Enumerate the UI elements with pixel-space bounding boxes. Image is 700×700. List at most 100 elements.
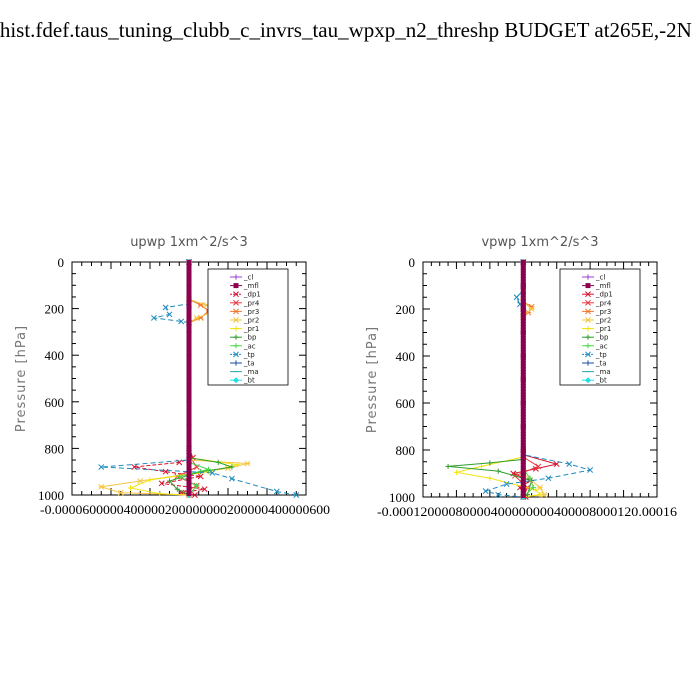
data-marker [186,397,192,402]
data-marker [186,427,192,432]
data-marker [186,486,192,491]
data-marker [520,319,526,324]
data-marker [482,488,489,495]
data-marker [520,296,526,301]
data-marker [233,299,239,306]
data-marker [186,478,192,483]
series-line [134,262,205,496]
series-line [513,262,540,498]
data-marker [186,371,192,376]
data-marker [186,363,192,368]
data-marker [520,378,526,383]
y-tick-label: 600 [45,395,65,410]
data-marker [585,283,591,289]
data-marker [186,321,192,326]
legend-label-ac: _ac [243,342,256,350]
data-marker [201,486,208,493]
data-marker [228,475,235,482]
data-marker [520,338,526,343]
data-marker [520,330,526,335]
data-marker [520,313,526,318]
figure-title: thist.fdef.taus_tuning_clubb_c_invrs_tau… [0,18,700,58]
data-marker [520,327,526,332]
data-marker [186,416,192,421]
data-marker [197,473,204,480]
legend-label-pr3: _pr3 [243,308,259,316]
data-marker [186,310,192,315]
data-marker [186,299,192,304]
panel-title: vpwp 1xm^2/s^3 [481,235,598,250]
data-marker [520,392,526,397]
data-marker [520,276,526,281]
data-marker [520,324,526,329]
data-marker [186,313,192,318]
data-marker [186,447,192,452]
series-line [168,262,233,496]
data-marker [186,472,192,477]
data-marker [520,293,526,298]
legend-label-bp: _bp [243,334,257,342]
data-marker [520,384,526,389]
data-marker [520,395,526,400]
data-marker [186,335,192,340]
data-marker [520,440,526,445]
data-marker [158,480,165,487]
data-marker [520,299,526,304]
data-marker [520,437,526,442]
y-tick-label: 200 [45,302,65,317]
series-line [522,262,546,498]
data-marker [186,402,192,407]
data-marker [186,413,192,418]
data-marker [520,463,526,468]
data-marker [520,386,526,391]
data-marker [520,285,526,290]
data-marker [520,361,526,366]
data-marker [186,366,192,371]
data-marker [186,385,192,390]
data-marker [520,341,526,346]
data-marker [186,287,192,292]
data-marker [186,450,192,455]
data-marker [186,262,192,267]
data-marker [520,291,526,296]
data-marker [520,316,526,321]
data-marker [520,268,526,273]
data-marker [186,343,192,348]
data-marker [186,349,192,354]
data-marker [186,489,192,494]
data-marker [186,290,192,295]
y-axis-label: Pressure [hPa] [14,325,29,432]
y-tick-label: 1000 [389,490,415,505]
data-marker [520,460,526,465]
y-tick-label: 400 [396,349,416,364]
data-marker [186,318,192,323]
panel-title: upwp 1xm^2/s^3 [130,235,248,250]
data-marker [186,380,192,385]
data-marker [186,332,192,337]
data-marker [186,383,192,388]
data-marker [520,398,526,403]
data-marker [186,441,192,446]
data-marker [520,451,526,456]
data-marker [186,464,192,469]
data-marker [520,477,526,482]
data-marker [186,271,192,276]
data-marker [186,329,192,334]
data-marker [186,273,192,278]
data-marker [209,469,216,476]
data-marker [186,455,192,460]
zero-line-markers [520,260,526,499]
legend-label-bt: _bt [595,377,607,385]
data-marker [566,461,573,468]
data-marker [186,436,192,441]
data-marker [186,399,192,404]
y-tick-label: 1000 [38,488,64,503]
y-tick-label: 800 [396,443,416,458]
data-marker [520,494,526,499]
legend-label-pr3: _pr3 [595,308,611,316]
data-marker [520,415,526,420]
data-marker [520,409,526,414]
data-marker [585,291,591,298]
data-marker [520,448,526,453]
data-marker [186,285,192,290]
